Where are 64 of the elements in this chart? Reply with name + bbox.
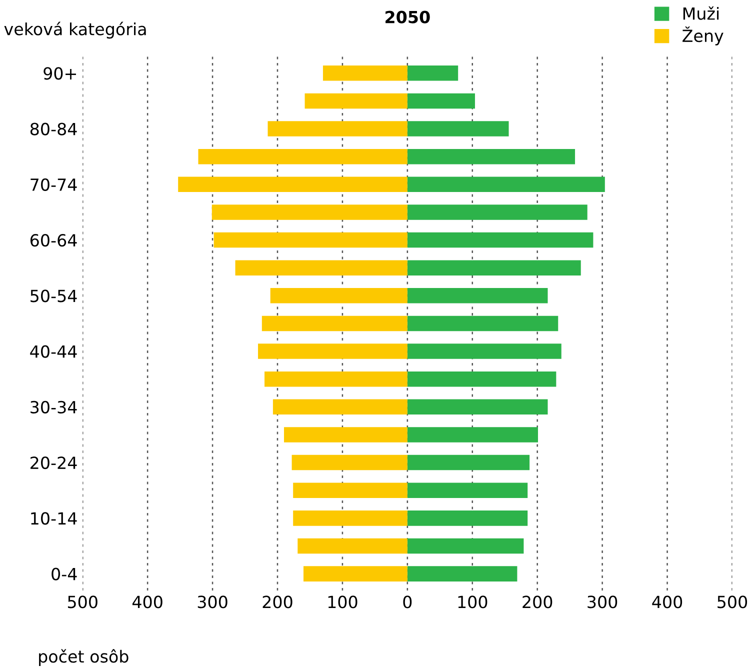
- y-tick-label: 40-44: [30, 345, 77, 358]
- bar: [198, 148, 408, 164]
- bar: [407, 510, 528, 526]
- bar: [407, 566, 518, 582]
- bar: [258, 344, 408, 359]
- bar: [235, 260, 408, 276]
- y-tick-label: 60-64: [30, 234, 77, 247]
- x-tick-label: 500: [718, 596, 748, 608]
- bar: [178, 176, 408, 192]
- x-axis-title: počet osôb: [39, 649, 128, 666]
- bar: [407, 93, 475, 109]
- legend-label: Muži: [683, 6, 719, 20]
- x-tick-label: 0: [403, 596, 412, 608]
- bar: [292, 454, 408, 470]
- legend-label: Ženy: [682, 26, 724, 46]
- bar: [407, 316, 558, 332]
- bar: [284, 427, 408, 442]
- y-tick-label: 80-84: [30, 122, 77, 136]
- x-tick-label: 300: [588, 596, 618, 608]
- bar: [407, 260, 581, 276]
- y-tick-label: 0-4: [52, 568, 77, 580]
- y-tick-label: 20-24: [30, 456, 77, 470]
- y-tick-label: 50-54: [30, 290, 77, 302]
- bar: [262, 316, 408, 332]
- x-tick-label: 100: [458, 596, 488, 608]
- bar: [270, 288, 408, 304]
- x-tick-label: 500: [68, 596, 98, 608]
- y-tick-label: 70-74: [30, 178, 77, 191]
- bar: [407, 538, 524, 554]
- bar: [293, 482, 408, 498]
- x-tick-label: 400: [652, 596, 682, 608]
- x-tick-label: 200: [262, 596, 292, 608]
- bar: [407, 176, 605, 192]
- bar: [264, 371, 408, 387]
- bar: [407, 66, 458, 81]
- bar: [304, 93, 408, 109]
- bar: [303, 566, 408, 582]
- y-tick-label: 10-14: [31, 512, 77, 525]
- bar: [407, 204, 588, 220]
- bar: [407, 148, 576, 164]
- bar: [298, 538, 408, 554]
- x-tick-label: 300: [198, 596, 228, 608]
- x-tick-label: 100: [328, 596, 358, 608]
- bar: [272, 399, 408, 415]
- x-tick-label: 400: [132, 596, 162, 608]
- bar: [407, 427, 538, 442]
- bar: [407, 399, 548, 415]
- bar: [214, 232, 408, 248]
- bar: [407, 232, 594, 248]
- y-axis-title: veková kategória: [4, 22, 146, 39]
- y-tick-label: 30-34: [30, 400, 77, 414]
- bar: [293, 510, 408, 526]
- y-tick-label: 90+: [44, 67, 76, 80]
- bar: [407, 288, 548, 304]
- bar: [212, 204, 408, 220]
- bar: [407, 371, 556, 387]
- x-tick-label: 200: [522, 596, 552, 608]
- bar: [407, 344, 562, 359]
- chart-title: 2050: [386, 10, 430, 24]
- bar: [407, 454, 530, 470]
- bar: [407, 482, 528, 498]
- bar: [322, 66, 408, 81]
- bar: [268, 121, 408, 136]
- bar: [407, 121, 509, 136]
